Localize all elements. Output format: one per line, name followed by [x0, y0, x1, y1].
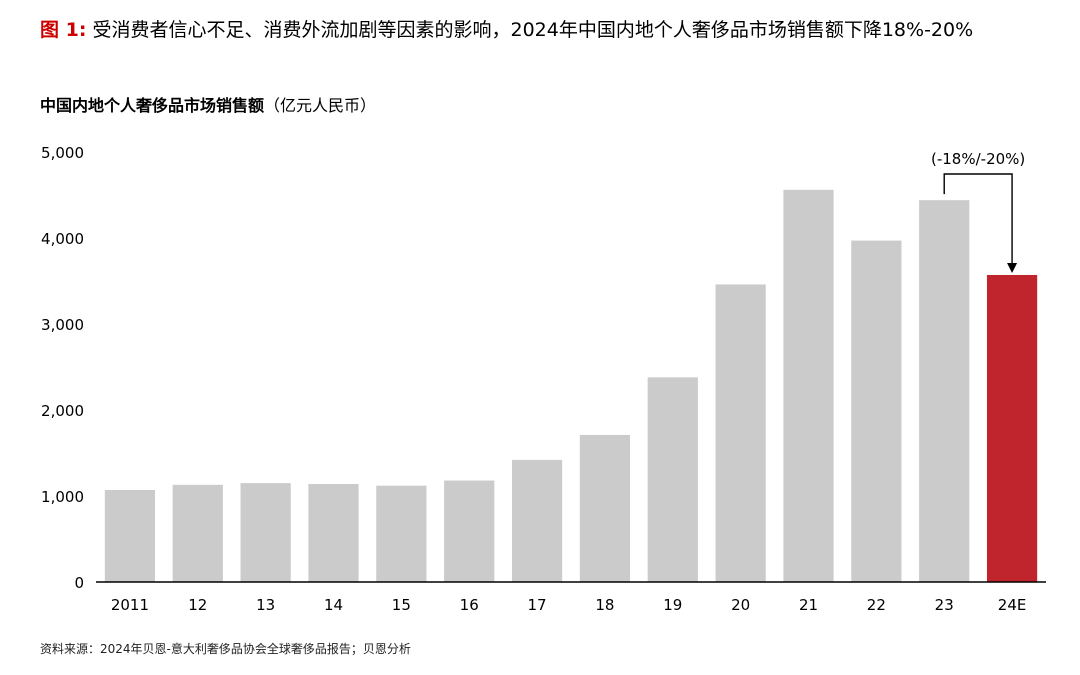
- x-tick-label: 13: [256, 596, 275, 614]
- chart-title: 中国内地个人奢侈品市场销售额（亿元人民币）: [40, 92, 376, 116]
- x-tick-label: 14: [324, 596, 343, 614]
- figure-label: 图 1:: [40, 19, 87, 41]
- y-tick-label: 2,000: [41, 402, 84, 420]
- source-note: 资料来源：2024年贝恩-意大利奢侈品协会全球奢侈品报告；贝恩分析: [40, 642, 411, 656]
- annotation-bracket: [943, 173, 1013, 267]
- x-tick-label: 12: [188, 596, 207, 614]
- bar: [308, 483, 359, 582]
- x-tick-label: 17: [528, 596, 547, 614]
- bar: [172, 484, 223, 582]
- bar: [511, 459, 563, 582]
- bar: [579, 434, 631, 582]
- chart-title-text: 中国内地个人奢侈品市场销售额: [40, 96, 265, 115]
- bar: [715, 284, 766, 582]
- x-tick-label: 21: [799, 596, 818, 614]
- x-tick-label: 18: [595, 596, 614, 614]
- x-tick-label: 16: [460, 596, 479, 614]
- bar: [104, 489, 156, 582]
- x-tick-label: 2011: [111, 596, 149, 614]
- y-tick-label: 5,000: [41, 144, 84, 162]
- y-tick-label: 0: [74, 574, 84, 592]
- y-tick-label: 1,000: [41, 488, 84, 506]
- x-tick-label: 19: [663, 596, 682, 614]
- bar: [240, 483, 291, 582]
- annotation-label: (-18%/-20%): [931, 150, 1025, 168]
- x-tick-label: 22: [867, 596, 886, 614]
- y-tick-label: 4,000: [41, 230, 84, 248]
- bar: [376, 485, 427, 582]
- figure-title-text: 受消费者信心不足、消费外流加剧等因素的影响，2024年中国内地个人奢侈品市场销售…: [92, 19, 974, 41]
- chart-unit: （亿元人民币）: [264, 96, 377, 115]
- bar: [919, 200, 970, 582]
- y-tick-label: 3,000: [41, 316, 84, 334]
- x-tick-label: 24E: [998, 596, 1027, 614]
- bar: [783, 189, 834, 582]
- x-tick-label: 23: [935, 596, 954, 614]
- figure-title: 图 1: 受消费者信心不足、消费外流加剧等因素的影响，2024年中国内地个人奢侈…: [40, 14, 1040, 46]
- bar-chart: 0 1,000 2,000 3,000 4,000 5,000 2011 12 13 14 15 16…: [41, 144, 1046, 614]
- x-tick-label: 20: [731, 596, 750, 614]
- bar: [986, 274, 1038, 582]
- annotation-arrowhead: [1007, 262, 1018, 273]
- bar: [851, 240, 902, 582]
- x-tick-label: 15: [392, 596, 411, 614]
- bar: [647, 377, 698, 582]
- bar: [444, 480, 495, 582]
